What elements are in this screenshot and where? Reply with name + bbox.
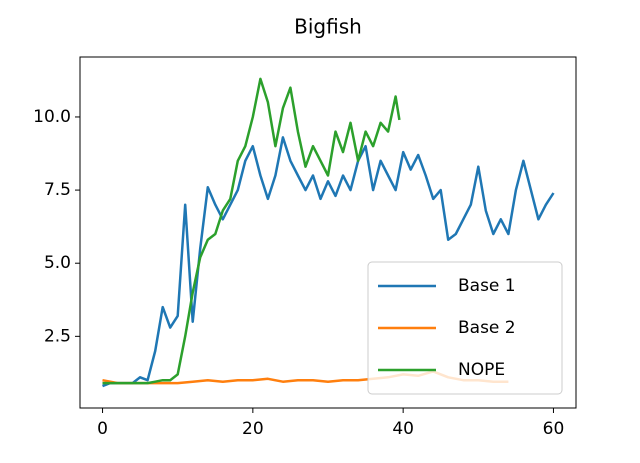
chart-title: Bigfish bbox=[294, 15, 362, 39]
y-tick-label: 5.0 bbox=[44, 253, 71, 273]
legend-label: Base 1 bbox=[458, 276, 516, 296]
plot-frame bbox=[79, 56, 577, 409]
x-tick-label: 60 bbox=[543, 419, 565, 439]
series-line bbox=[102, 77, 401, 385]
series-line bbox=[102, 136, 555, 388]
y-tick-label: 7.5 bbox=[44, 180, 71, 200]
y-tick-label: 2.5 bbox=[44, 326, 71, 346]
y-tick-label: 10.0 bbox=[33, 107, 71, 127]
x-tick-label: 20 bbox=[242, 419, 264, 439]
x-tick-label: 40 bbox=[392, 419, 414, 439]
legend-label: Base 2 bbox=[458, 318, 516, 338]
legend-box bbox=[367, 261, 563, 395]
legend-label: NOPE bbox=[458, 360, 505, 380]
x-tick-label: 0 bbox=[97, 419, 108, 439]
